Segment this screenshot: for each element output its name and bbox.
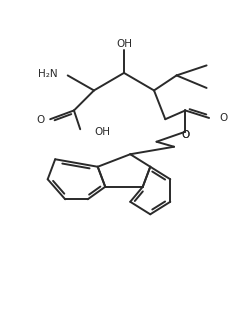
Text: O: O bbox=[36, 116, 44, 126]
Text: O: O bbox=[180, 130, 189, 141]
Text: O: O bbox=[180, 130, 189, 141]
Text: OH: OH bbox=[93, 127, 110, 137]
Text: O: O bbox=[218, 113, 227, 123]
Text: H₂N: H₂N bbox=[38, 69, 57, 79]
Text: OH: OH bbox=[115, 39, 132, 49]
